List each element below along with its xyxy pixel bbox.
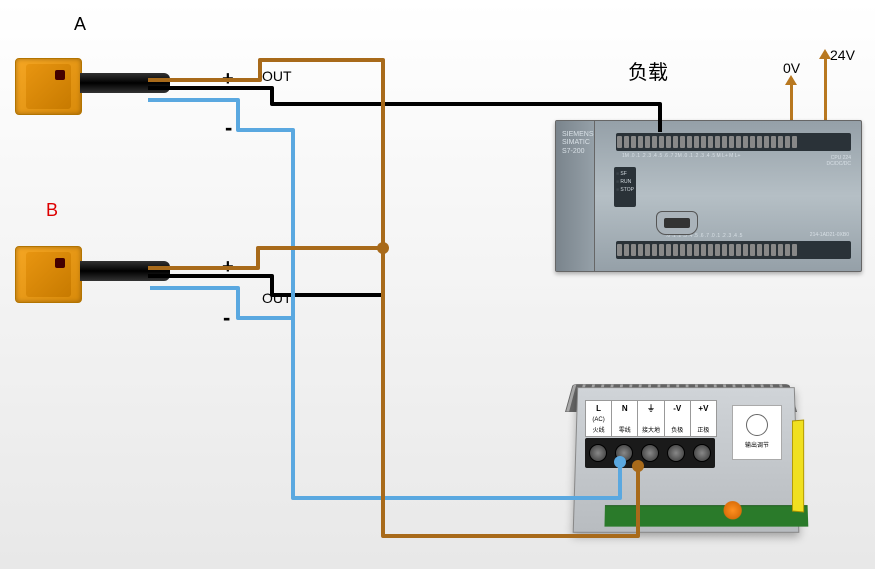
sensor-a-out: OUT	[262, 68, 292, 84]
twentyfour-v-label: 24V	[830, 47, 855, 63]
sensor-a-body	[15, 58, 82, 115]
arrow-24v	[824, 52, 827, 128]
psu-screw-5	[693, 444, 711, 462]
plc-led-sf: SF	[616, 171, 627, 177]
load-label: 负载	[628, 56, 668, 85]
plc-led-run: RUN	[616, 179, 631, 185]
plc-unit: SIEMENS SIMATIC S7-200 1M .0 .1 .2 .3 .4…	[555, 120, 862, 272]
plc-part-number: 214-1AD21-0XB0	[810, 232, 849, 238]
psu-term-GND: ⏚接大地	[638, 401, 664, 436]
plc-brand-3: S7-200	[562, 148, 594, 156]
sensor-b-led	[55, 258, 65, 268]
psu-screw-2	[615, 444, 633, 462]
plc-db9-port	[656, 211, 698, 235]
psu-output-sticker: 输出调节	[732, 405, 782, 460]
psu-adjust-knob	[723, 501, 741, 519]
sensor-b-plus: +	[222, 256, 234, 279]
psu-term-N: N零线	[612, 401, 638, 436]
plc-bottom-terminals	[616, 241, 851, 259]
power-supply-unit: L(AC)火线 N零线 ⏚接大地 -V负极 +V正极 输出调节	[560, 360, 800, 530]
sensor-a-label: A	[74, 14, 86, 35]
plc-led-stop: STOP	[616, 187, 634, 193]
psu-term-Vn: -V负极	[665, 401, 691, 436]
psu-term-L: L(AC)火线	[586, 401, 612, 436]
sensor-a-plus: +	[222, 68, 234, 91]
sensor-a-led	[55, 70, 65, 80]
plc-model: CPU 224 DC/DC/DC	[827, 155, 851, 167]
psu-term-Vp: +V正极	[691, 401, 716, 436]
plc-brand-1: SIEMENS	[562, 131, 594, 139]
sensor-b-minus: -	[223, 305, 230, 331]
plc-status-leds: SF RUN STOP	[614, 167, 636, 207]
psu-screw-4	[667, 444, 685, 462]
proximity-sensor-b	[15, 236, 105, 311]
sensor-b-face	[26, 252, 71, 297]
sensor-b-label: B	[46, 200, 58, 221]
sensor-a-cable	[80, 73, 170, 93]
plc-top-terminals	[616, 133, 851, 151]
sensor-b-cable	[80, 261, 170, 281]
psu-side-yellow-label	[792, 419, 804, 512]
junction-brown	[377, 242, 389, 254]
proximity-sensor-a	[15, 48, 105, 123]
wires-blue	[148, 100, 620, 498]
psu-screw-3	[641, 444, 659, 462]
sensor-b-out: OUT	[262, 290, 292, 306]
plc-top-terminal-text: 1M .0 .1 .2 .3 .4 .5 .6 .7 2M .0 .1 .2 .…	[622, 153, 852, 159]
sensor-b-body	[15, 246, 82, 303]
plc-brand-2: SIMATIC	[562, 139, 594, 147]
psu-screw-1	[589, 444, 607, 462]
psu-screw-terminals	[585, 438, 715, 468]
sensor-a-face	[26, 64, 71, 109]
sensor-a-minus: -	[225, 115, 232, 141]
psu-pcb	[604, 505, 808, 526]
plc-brand-label: SIEMENS SIMATIC S7-200	[562, 131, 594, 156]
psu-terminal-labels: L(AC)火线 N零线 ⏚接大地 -V负极 +V正极	[585, 400, 717, 437]
